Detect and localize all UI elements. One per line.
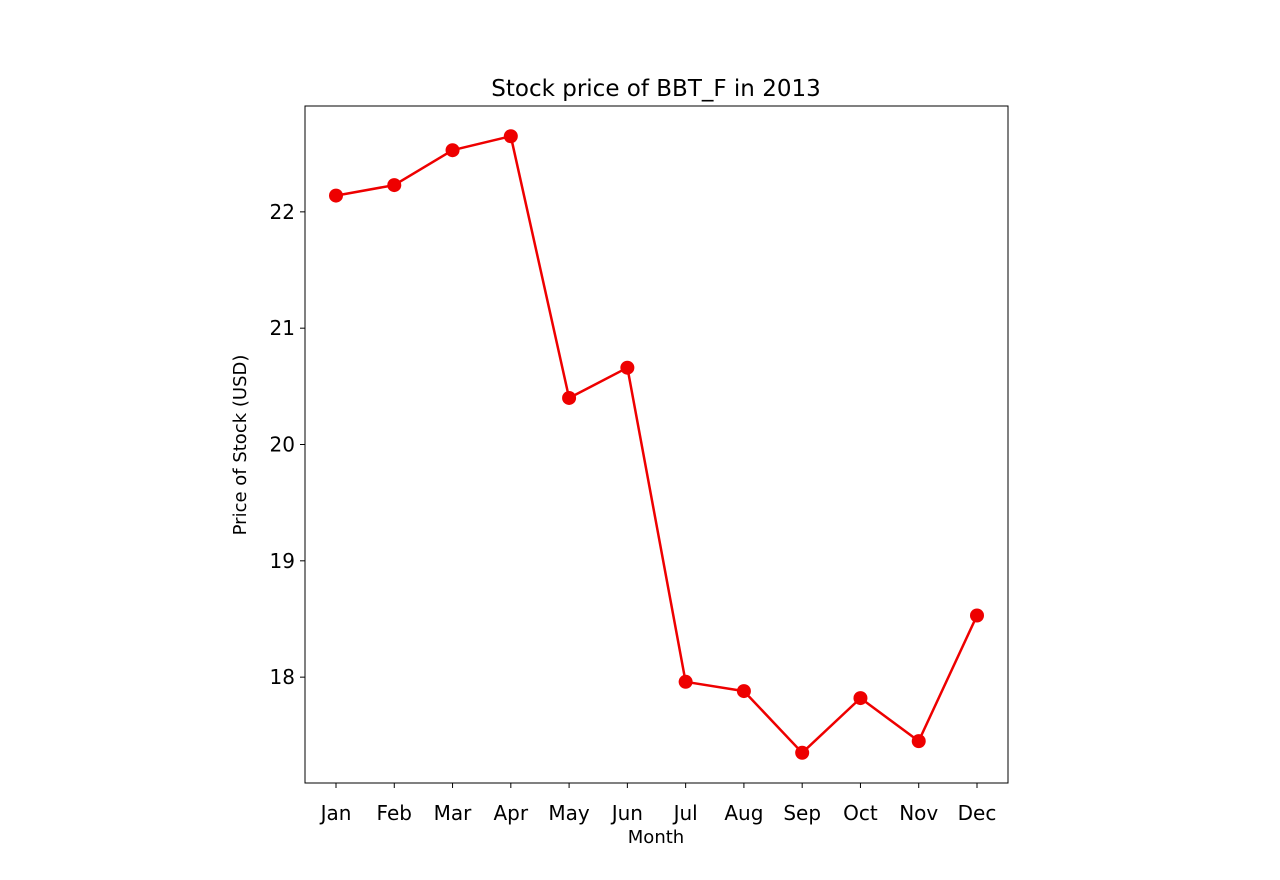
data-point: [562, 390, 577, 405]
chart-title: Stock price of BBT_F in 2013: [491, 76, 820, 102]
data-point: [387, 178, 402, 193]
y-axis: 18 19 20 21 22: [270, 200, 305, 689]
y-tick-label: 21: [270, 316, 295, 340]
y-tick-label: 19: [270, 549, 295, 573]
data-markers: [329, 129, 984, 760]
data-point: [620, 360, 635, 375]
x-tick-label: Jun: [610, 801, 643, 825]
data-point: [736, 684, 751, 699]
y-tick-label: 18: [270, 665, 295, 689]
x-tick-label: Oct: [843, 801, 878, 825]
data-point: [329, 188, 343, 203]
y-tick-label: 22: [270, 200, 295, 224]
x-tick-label: Dec: [958, 801, 997, 825]
data-point: [503, 129, 518, 144]
x-tick-label: Feb: [377, 801, 412, 825]
data-point: [795, 745, 810, 760]
x-tick-label: Apr: [494, 801, 529, 825]
x-tick-label: Jan: [319, 801, 352, 825]
x-tick-label: Sep: [783, 801, 821, 825]
series-line: [335, 134, 979, 755]
x-tick-label: May: [548, 801, 590, 825]
x-tick-label: Nov: [899, 801, 938, 825]
x-tick-label: Mar: [434, 801, 473, 825]
x-axis: Jan Feb Mar Apr May Jun Jul Aug Sep Oct Nov Dec: [319, 783, 997, 825]
data-point: [678, 674, 693, 689]
data-point: [911, 734, 926, 749]
x-tick-label: Jul: [672, 801, 698, 825]
x-axis-label: Month: [628, 827, 684, 848]
data-point: [853, 691, 868, 706]
y-axis-label: Price of Stock (USD): [230, 355, 251, 536]
x-tick-label: Aug: [724, 801, 763, 825]
plot-frame: [304, 105, 1009, 784]
y-tick-label: 20: [270, 433, 295, 457]
data-point: [445, 143, 460, 158]
data-point: [970, 608, 984, 623]
